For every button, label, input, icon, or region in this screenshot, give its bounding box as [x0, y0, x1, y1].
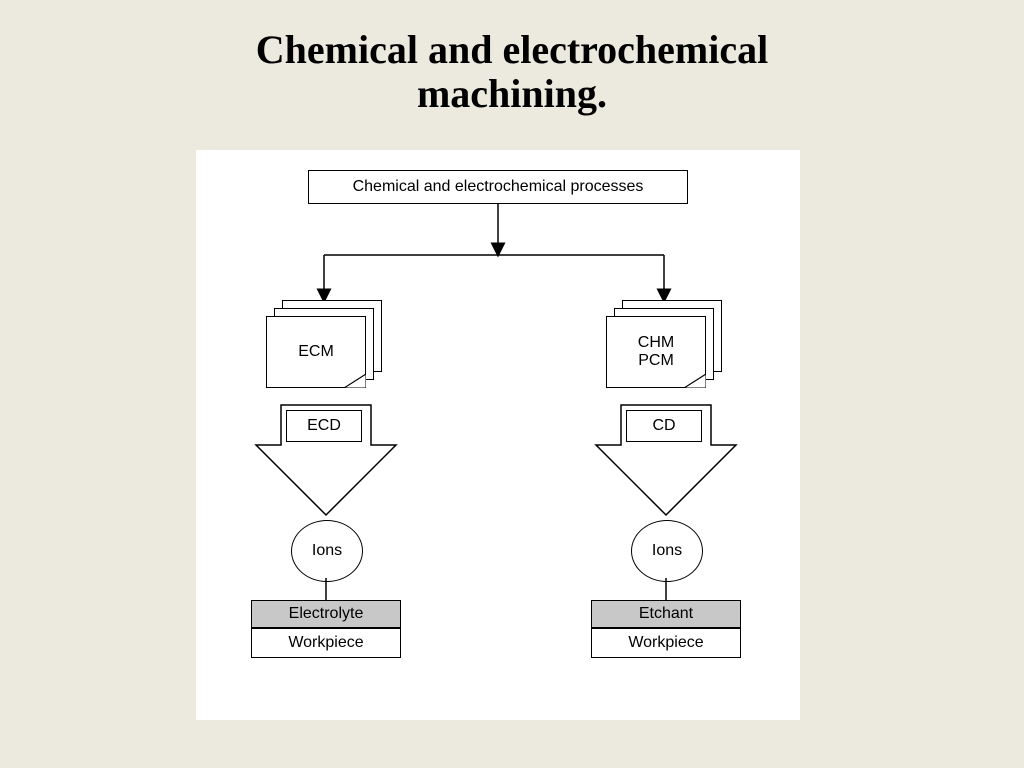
right-document-stack: CHM PCM	[606, 300, 726, 390]
slide-title: Chemical and electrochemical machining.	[0, 0, 1024, 116]
right-arrow-label: CD	[652, 417, 675, 435]
right-etchant-label: Etchant	[639, 605, 693, 623]
right-ions-label: Ions	[652, 542, 682, 560]
left-electrolyte-bar: Electrolyte	[251, 600, 401, 628]
left-electrolyte-label: Electrolyte	[289, 605, 364, 623]
right-etchant-bar: Etchant	[591, 600, 741, 628]
left-document-stack: ECM	[266, 300, 386, 390]
left-workpiece-label: Workpiece	[288, 634, 363, 652]
right-workpiece-label: Workpiece	[628, 634, 703, 652]
right-ions-ellipse: Ions	[631, 520, 703, 582]
title-line-1: Chemical and electrochemical	[256, 27, 768, 72]
diagram-canvas: Chemical and electrochemical processes E…	[196, 150, 800, 720]
left-arrow-box: ECD	[286, 410, 362, 442]
right-arrow-box: CD	[626, 410, 702, 442]
left-arrow-label: ECD	[307, 417, 341, 435]
left-workpiece-bar: Workpiece	[251, 628, 401, 658]
left-ions-ellipse: Ions	[291, 520, 363, 582]
right-workpiece-bar: Workpiece	[591, 628, 741, 658]
left-ions-label: Ions	[312, 542, 342, 560]
title-line-2: machining.	[417, 71, 607, 116]
